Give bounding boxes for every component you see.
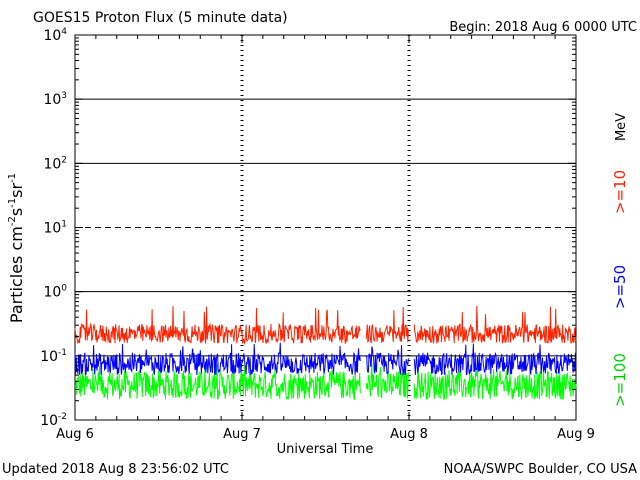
energy-unit-label: MeV bbox=[614, 113, 629, 141]
y-tick-label: 102 bbox=[43, 155, 67, 172]
x-tick-label: Aug 8 bbox=[390, 427, 428, 442]
x-axis-label: Universal Time bbox=[277, 442, 374, 457]
x-tick-label: Aug 7 bbox=[223, 427, 261, 442]
y-axis-ticks: 10-2 10-1 100 101 102 103 104 bbox=[40, 27, 576, 429]
x-axis-ticks: Aug 6 Aug 7 Aug 8 Aug 9 bbox=[56, 35, 595, 442]
day-divider-marks bbox=[240, 35, 411, 420]
y-axis-label: Particles cm-2s-1sr-1 bbox=[7, 173, 26, 323]
begin-label: Begin: 2018 Aug 6 0000 UTC bbox=[449, 20, 637, 35]
x-tick-label: Aug 9 bbox=[557, 427, 595, 442]
y-tick-label: 100 bbox=[43, 284, 67, 301]
legend-ge100: >=100 bbox=[611, 353, 629, 407]
legend-ge50: >=50 bbox=[611, 265, 629, 309]
legend-ge10: >=10 bbox=[611, 170, 629, 214]
series-line-ge10 bbox=[74, 305, 577, 346]
y-tick-label: 101 bbox=[43, 220, 67, 237]
y-tick-label: 10-2 bbox=[40, 412, 67, 429]
data-series bbox=[74, 305, 577, 401]
x-tick-label: Aug 6 bbox=[56, 427, 94, 442]
series-line-ge50 bbox=[74, 342, 577, 376]
series-line-ge100 bbox=[74, 363, 577, 401]
chart-title: GOES15 Proton Flux (5 minute data) bbox=[33, 10, 288, 26]
source-credit: NOAA/SWPC Boulder, CO USA bbox=[444, 462, 637, 477]
y-tick-label: 103 bbox=[43, 91, 67, 108]
y-tick-label: 104 bbox=[43, 27, 67, 44]
y-tick-label: 10-1 bbox=[40, 348, 67, 365]
updated-timestamp: Updated 2018 Aug 8 23:56:02 UTC bbox=[2, 462, 229, 477]
